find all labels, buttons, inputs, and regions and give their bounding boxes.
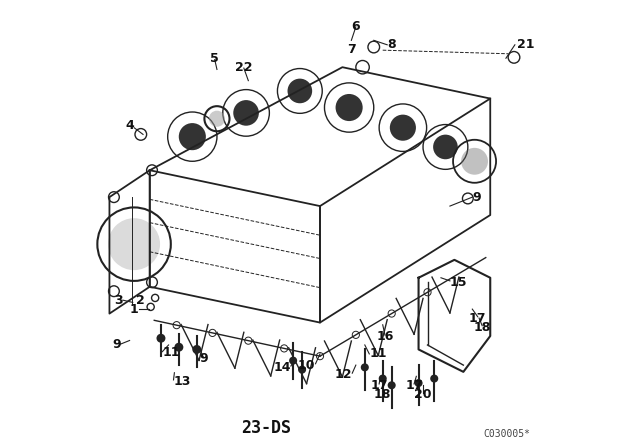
Text: 8: 8 [387,38,396,52]
Text: 15: 15 [450,276,467,289]
Circle shape [157,334,165,343]
Text: 6: 6 [351,20,360,34]
Circle shape [433,134,458,159]
Circle shape [298,366,306,374]
Text: C030005*: C030005* [484,429,531,439]
Text: 21: 21 [517,38,534,52]
Circle shape [193,345,201,354]
Circle shape [233,100,259,126]
Circle shape [179,123,206,150]
Circle shape [335,94,363,121]
Circle shape [174,343,184,352]
Text: 1: 1 [130,302,139,316]
Text: 17: 17 [469,311,486,325]
Text: 10: 10 [298,358,316,372]
Text: 20: 20 [414,388,432,401]
Circle shape [461,148,488,175]
Text: 17: 17 [405,379,423,392]
Circle shape [379,375,387,383]
Circle shape [209,111,225,127]
Text: 11: 11 [163,346,180,359]
Circle shape [415,379,422,387]
Text: 16: 16 [376,329,394,343]
Text: 4: 4 [125,119,134,132]
Circle shape [287,79,312,103]
Text: 17: 17 [371,379,388,392]
Circle shape [388,381,396,389]
Text: 22: 22 [235,60,253,74]
Text: 13: 13 [173,375,191,388]
Circle shape [108,218,160,270]
Text: 14: 14 [273,361,291,374]
Text: 11: 11 [369,347,387,361]
Text: 18: 18 [474,320,491,334]
Text: 5: 5 [211,52,219,65]
Circle shape [430,375,438,383]
Text: 23-DS: 23-DS [241,419,291,437]
Circle shape [361,363,369,371]
Text: 7: 7 [347,43,356,56]
Text: 9: 9 [472,190,481,204]
Text: 12: 12 [335,367,352,381]
Text: 3: 3 [115,293,123,307]
Circle shape [289,357,297,365]
Text: 18: 18 [374,388,392,401]
Text: 9: 9 [199,352,208,365]
Text: 2: 2 [136,293,145,307]
Circle shape [390,115,416,141]
Text: 9: 9 [112,338,121,352]
